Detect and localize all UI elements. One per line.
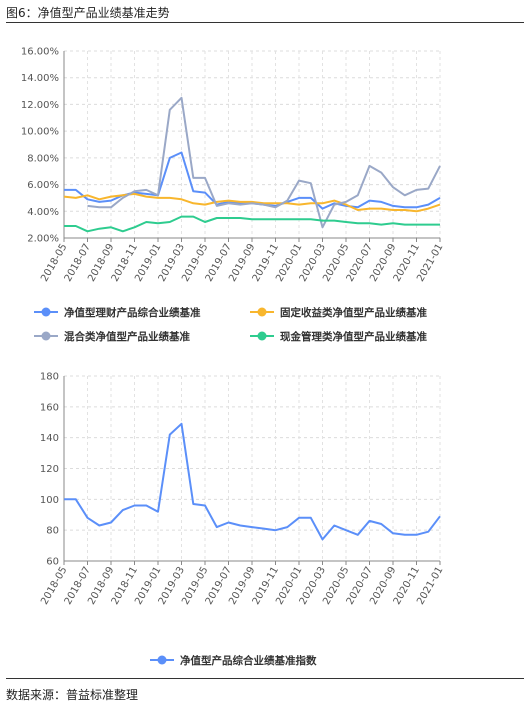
legend-label: 混合类净值型产品业绩基准 bbox=[64, 330, 190, 343]
y-tick-label: 100 bbox=[40, 495, 59, 506]
figure-title: 图6：净值型产品业绩基准走势 bbox=[6, 6, 170, 20]
y-tick-label: 14.00% bbox=[21, 73, 59, 84]
legend-swatch-dot bbox=[41, 307, 51, 317]
y-tick-label: 6.00% bbox=[27, 180, 59, 191]
y-tick-label: 16.00% bbox=[21, 47, 59, 58]
y-tick-label: 80 bbox=[46, 526, 59, 537]
y-tick-label: 12.00% bbox=[21, 100, 59, 111]
chart-bottom-index: 60801001201401601802018-052018-072018-09… bbox=[39, 372, 445, 668]
y-tick-label: 4.00% bbox=[27, 207, 59, 218]
y-tick-label: 60 bbox=[46, 557, 59, 568]
series-line-3 bbox=[87, 96, 441, 229]
source-note: 数据来源：普益标准整理 bbox=[6, 688, 139, 702]
bottom-rule bbox=[6, 678, 524, 679]
legend-label: 固定收益类净值型产品业绩基准 bbox=[280, 306, 427, 319]
legend-swatch-dot bbox=[257, 307, 267, 317]
y-tick-label: 120 bbox=[40, 464, 59, 475]
y-tick-label: 10.00% bbox=[21, 127, 59, 138]
y-tick-label: 180 bbox=[40, 372, 59, 383]
legend-item-2[interactable]: 固定收益类净值型产品业绩基准 bbox=[250, 306, 427, 319]
top-rule bbox=[6, 22, 524, 23]
legend-label: 净值型理财产品综合业绩基准 bbox=[64, 306, 201, 319]
y-tick-label: 2.00% bbox=[27, 234, 59, 245]
legend-label: 净值型产品综合业绩基准指数 bbox=[180, 654, 317, 667]
y-tick-label: 160 bbox=[40, 402, 59, 413]
y-tick-label: 140 bbox=[40, 433, 59, 444]
legend-label: 现金管理类净值型产品业绩基准 bbox=[280, 330, 427, 343]
series-line-1 bbox=[64, 422, 441, 541]
legend-item-1[interactable]: 净值型产品综合业绩基准指数 bbox=[150, 654, 317, 667]
legend-swatch-dot bbox=[41, 331, 51, 341]
legend-item-3[interactable]: 混合类净值型产品业绩基准 bbox=[34, 330, 190, 343]
legend-item-1[interactable]: 净值型理财产品综合业绩基准 bbox=[34, 306, 201, 319]
series-line-4 bbox=[64, 215, 440, 233]
y-tick-label: 8.00% bbox=[27, 153, 59, 164]
legend-item-4[interactable]: 现金管理类净值型产品业绩基准 bbox=[250, 330, 427, 343]
legend-swatch-dot bbox=[257, 331, 267, 341]
chart-top-benchmarks: 2.00% 4.00% 6.00% 8.00% 10.00% 12.00% 14.00% 16… bbox=[21, 47, 446, 344]
legend-swatch-dot bbox=[157, 655, 167, 665]
